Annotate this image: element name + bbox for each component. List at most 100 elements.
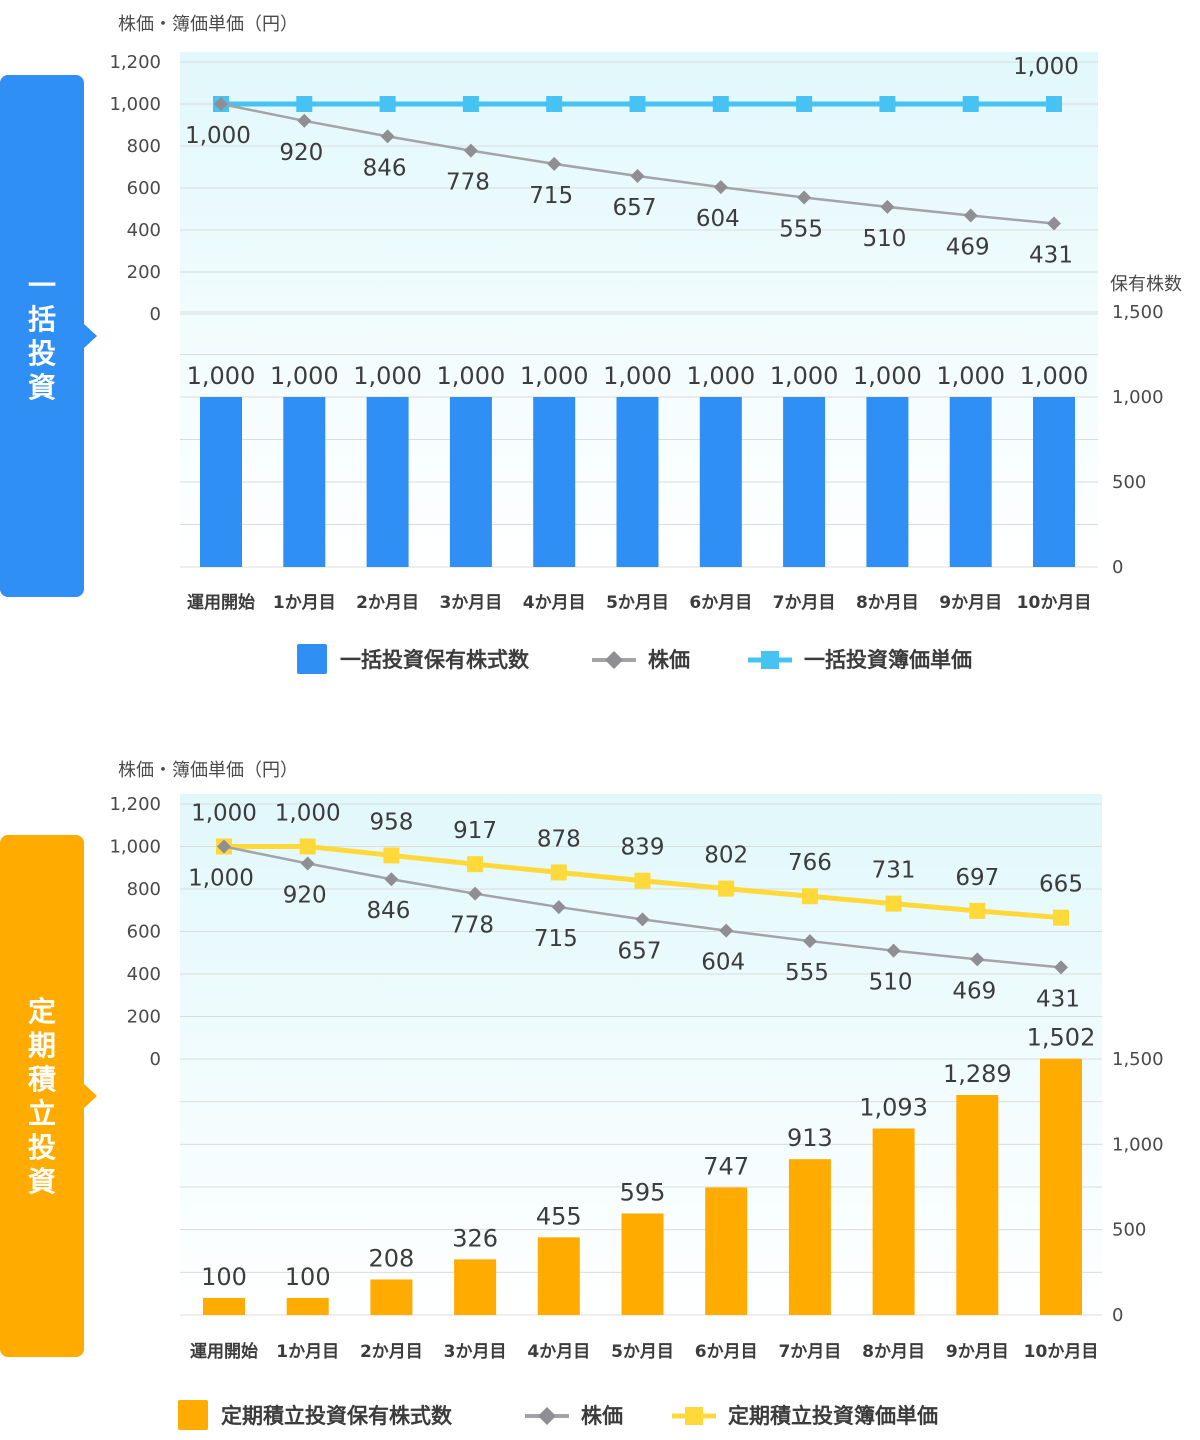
bar-periodic	[621, 1213, 664, 1315]
category-label: 4か月目	[527, 1342, 590, 1362]
shares-tick-label: 1,000	[1112, 387, 1164, 408]
side-tab-arrow	[84, 1084, 97, 1108]
category-label: 2か月目	[360, 1342, 423, 1362]
price-marker	[802, 934, 817, 949]
book-marker	[546, 96, 563, 112]
price-marker	[630, 169, 645, 184]
legend-lump: 一括投資保有株式数 株価 一括投資簿価単価	[297, 644, 972, 674]
shares-tick-label: 0	[1112, 1305, 1123, 1326]
bar-lump	[866, 397, 909, 567]
price-marker	[635, 912, 650, 927]
side-label-text: 定期積立投資	[28, 995, 56, 1198]
side-tab-lump: 一括投資	[0, 75, 97, 597]
book-value-label: 958	[369, 809, 413, 835]
book-marker	[796, 96, 813, 112]
bar-value-label: 1,000	[1020, 362, 1089, 390]
book-marker	[718, 880, 735, 897]
bar-lump	[283, 397, 326, 567]
price-tick-label: 800	[127, 136, 161, 157]
price-marker	[297, 113, 312, 128]
legend-bar-label: 定期積立投資保有株式数	[221, 1404, 453, 1428]
bar-lump	[200, 397, 242, 567]
bar-lump	[699, 397, 742, 567]
book-marker	[1046, 96, 1062, 112]
book-value-label: 1,000	[1013, 54, 1079, 80]
price-marker	[713, 180, 728, 195]
category-label: 7か月目	[778, 1342, 841, 1362]
price-value-label: 604	[701, 950, 745, 976]
legend-book-marker	[761, 651, 779, 669]
book-marker	[299, 838, 316, 855]
bar-lump	[616, 397, 659, 567]
book-marker	[801, 888, 818, 905]
book-value-label: 839	[621, 835, 665, 861]
bar-lump	[1033, 397, 1075, 567]
bar-periodic	[537, 1237, 580, 1315]
bar-value-label: 1,000	[187, 362, 256, 390]
shares-tick-label: 0	[1112, 557, 1123, 578]
category-label: 8か月目	[862, 1342, 925, 1362]
bar-periodic	[454, 1259, 497, 1315]
side-label-char: 定	[28, 995, 56, 1028]
shares-tick-label: 500	[1112, 1220, 1146, 1241]
price-marker	[463, 143, 478, 158]
book-marker	[885, 895, 902, 912]
bar-value-label: 747	[703, 1153, 749, 1181]
book-marker	[712, 96, 729, 112]
price-value-label: 510	[862, 226, 906, 252]
category-label: 10か月目	[1024, 1342, 1099, 1362]
book-marker	[629, 96, 646, 112]
price-tick-label: 800	[127, 879, 161, 900]
side-tab-bg	[0, 835, 84, 1357]
bar-lump	[949, 397, 992, 567]
side-label-char: 積	[28, 1063, 56, 1096]
book-value-label: 697	[955, 865, 999, 891]
book-marker	[879, 96, 896, 112]
bar-lump	[783, 397, 826, 567]
category-label: 10か月目	[1017, 593, 1092, 613]
price-value-label: 1,000	[185, 123, 251, 149]
price-marker	[468, 886, 483, 901]
bar-periodic	[956, 1095, 999, 1315]
price-tick-label: 1,000	[109, 837, 161, 858]
price-tick-label: 1,200	[109, 52, 161, 73]
price-marker	[970, 952, 985, 967]
price-tick-label: 200	[127, 1007, 161, 1028]
price-value-label: 657	[613, 195, 657, 221]
bar-value-label: 595	[620, 1178, 666, 1206]
price-value-label: 555	[785, 960, 829, 986]
price-marker	[797, 190, 812, 205]
category-label: 1か月目	[276, 1342, 339, 1362]
price-tick-label: 1,200	[109, 794, 161, 815]
shares-tick-label: 1,500	[1112, 1049, 1164, 1070]
price-marker	[217, 839, 231, 854]
legend-bar-label: 一括投資保有株式数	[340, 648, 530, 672]
bar-value-label: 1,502	[1027, 1024, 1096, 1052]
book-value-label: 802	[704, 843, 748, 869]
bar-periodic	[286, 1297, 329, 1315]
category-label: 9か月目	[946, 1342, 1009, 1362]
category-label: 1か月目	[273, 593, 336, 613]
shares-tick-label: 1,000	[1112, 1134, 1164, 1155]
side-label-char: 投	[28, 337, 56, 370]
book-value-label: 1,000	[191, 801, 257, 827]
price-value-label: 715	[534, 926, 578, 952]
bar-value-label: 326	[452, 1224, 498, 1252]
bar-value-label: 1,000	[603, 362, 672, 390]
bar-value-label: 100	[201, 1263, 247, 1291]
bar-periodic	[788, 1159, 831, 1315]
bar-value-label: 913	[787, 1124, 833, 1152]
book-value-label: 1,000	[275, 801, 341, 827]
shares-tick-label: 1,500	[1112, 302, 1164, 323]
side-tab-arrow	[84, 324, 97, 348]
book-value-label: 878	[537, 826, 581, 852]
book-marker	[383, 847, 400, 864]
price-value-label: 1,000	[188, 866, 254, 892]
book-value-label: 766	[788, 850, 832, 876]
category-label: 5か月目	[606, 593, 669, 613]
side-label-char: 一	[28, 269, 56, 302]
price-value-label: 555	[779, 216, 823, 242]
bar-periodic	[370, 1279, 413, 1315]
price-value-label: 604	[696, 206, 740, 232]
